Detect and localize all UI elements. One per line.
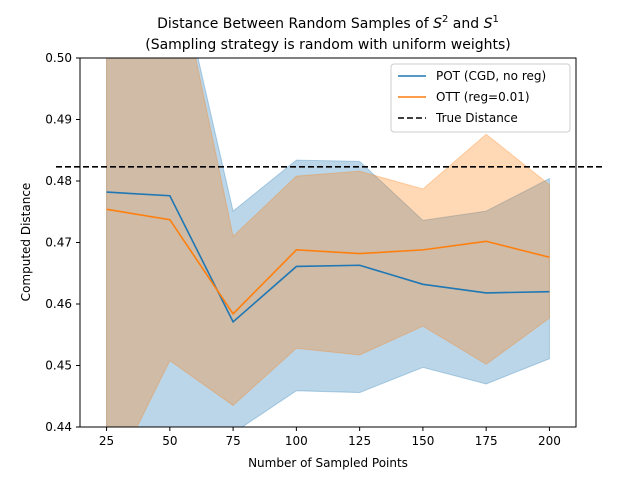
legend-label-ott: OTT (reg=0.01)	[436, 90, 530, 104]
x-tick-label: 150	[411, 434, 434, 448]
y-tick-label: 0.50	[45, 51, 72, 65]
chart-title-line2: (Sampling strategy is random with unifor…	[145, 37, 511, 53]
legend: POT (CGD, no reg) OTT (reg=0.01) True Di…	[390, 63, 571, 133]
y-tick-label: 0.49	[45, 113, 72, 127]
band-ott	[106, 58, 550, 427]
legend-label-true-distance: True Distance	[435, 111, 518, 125]
x-tick-label: 100	[285, 434, 308, 448]
x-tick-label: 25	[99, 434, 114, 448]
legend-label-pot: POT (CGD, no reg)	[436, 69, 546, 83]
y-tick-label: 0.46	[45, 297, 72, 311]
x-tick-label: 175	[475, 434, 498, 448]
y-tick-label: 0.44	[45, 420, 72, 434]
confidence-bands	[106, 58, 550, 427]
y-tick-label: 0.48	[45, 174, 72, 188]
x-axis-ticks: 25 50 75 100 125 150 175 200	[99, 427, 561, 448]
y-tick-label: 0.45	[45, 359, 72, 373]
band-pot	[106, 58, 550, 427]
x-tick-label: 50	[162, 434, 177, 448]
x-tick-label: 75	[225, 434, 240, 448]
y-axis-ticks: 0.44 0.45 0.46 0.47 0.48 0.49 0.50	[45, 51, 80, 434]
y-tick-label: 0.47	[45, 236, 72, 250]
line-ott	[106, 208, 550, 316]
y-axis-label: Computed Distance	[19, 183, 33, 302]
x-axis-label: Number of Sampled Points	[248, 456, 408, 470]
line-pot	[106, 191, 550, 324]
series-lines	[106, 191, 550, 324]
chart-title-line1: Distance Between Random Samples of S2 an…	[157, 14, 499, 32]
x-tick-label: 125	[348, 434, 371, 448]
x-tick-label: 200	[538, 434, 561, 448]
legend-box	[390, 63, 571, 133]
